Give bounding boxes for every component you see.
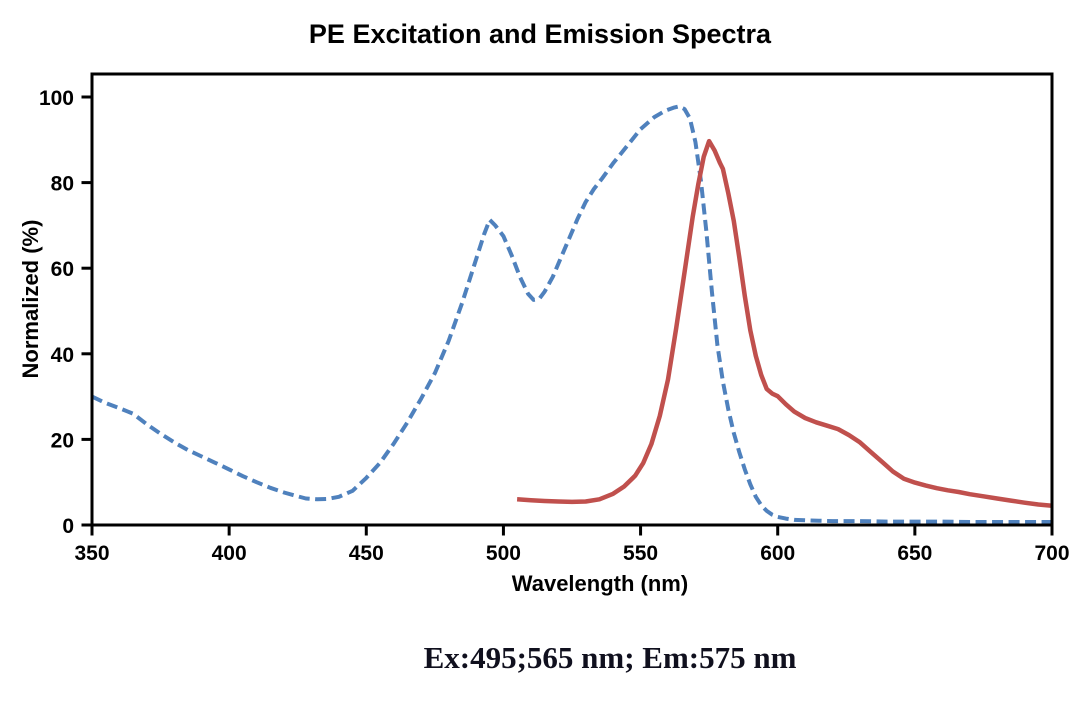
- y-tick-label: 0: [62, 515, 74, 538]
- y-tick-label: 80: [51, 173, 74, 196]
- x-tick-label: 450: [349, 542, 384, 565]
- x-tick-label: 700: [1034, 542, 1069, 565]
- ex-em-caption: Ex:495;565 nm; Em:575 nm: [423, 640, 797, 675]
- y-tick-label: 60: [51, 258, 74, 281]
- y-tick-label: 40: [51, 344, 74, 367]
- excitation-curve: [91, 104, 1052, 524]
- x-axis-title: Wavelength (nm): [511, 571, 689, 596]
- x-tick-label: 550: [623, 542, 658, 565]
- y-tick-label: 20: [51, 429, 74, 452]
- x-tick-label: 500: [486, 542, 521, 565]
- chart-title: PE Excitation and Emission Spectra: [308, 19, 772, 49]
- y-tick-label: 100: [39, 87, 74, 110]
- x-tick-label: 350: [74, 542, 109, 565]
- x-tick-label: 400: [212, 542, 247, 565]
- x-tick-label: 650: [897, 542, 932, 565]
- emission-curve: [516, 138, 1053, 508]
- plot-border: [90, 72, 1054, 527]
- x-tick-label: 600: [760, 542, 795, 565]
